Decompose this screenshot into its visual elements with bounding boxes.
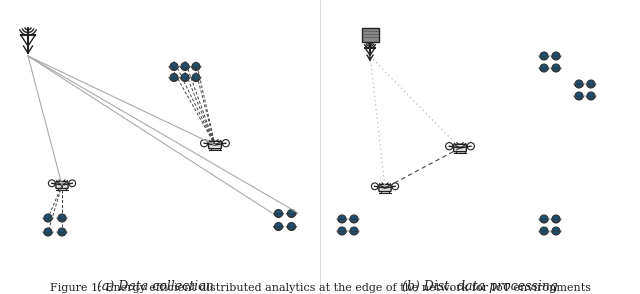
Circle shape [181, 63, 189, 71]
Text: (b) Dist. data processing: (b) Dist. data processing [402, 280, 558, 293]
Circle shape [44, 228, 52, 236]
Circle shape [192, 63, 200, 71]
Circle shape [552, 215, 560, 223]
Circle shape [338, 215, 346, 223]
Circle shape [575, 80, 583, 88]
Circle shape [540, 64, 548, 72]
Circle shape [540, 215, 548, 223]
Text: Figure 1: Energy efficient distributed analytics at the edge of the network for : Figure 1: Energy efficient distributed a… [49, 283, 591, 293]
Circle shape [170, 63, 178, 71]
Circle shape [275, 223, 282, 230]
FancyBboxPatch shape [362, 28, 378, 41]
Circle shape [552, 227, 560, 235]
Circle shape [338, 227, 346, 235]
Circle shape [58, 228, 66, 236]
Circle shape [540, 52, 548, 60]
Circle shape [192, 74, 200, 81]
FancyBboxPatch shape [454, 144, 467, 152]
Circle shape [287, 210, 296, 218]
Circle shape [587, 80, 595, 88]
Circle shape [575, 92, 583, 100]
Circle shape [350, 227, 358, 235]
FancyBboxPatch shape [56, 181, 68, 188]
FancyBboxPatch shape [209, 141, 221, 149]
Circle shape [287, 223, 296, 230]
Circle shape [552, 64, 560, 72]
Circle shape [540, 227, 548, 235]
Circle shape [552, 52, 560, 60]
Circle shape [44, 214, 52, 222]
FancyBboxPatch shape [379, 184, 391, 192]
Circle shape [181, 74, 189, 81]
Text: (a) Data collection: (a) Data collection [97, 280, 213, 293]
Circle shape [350, 215, 358, 223]
Circle shape [58, 214, 66, 222]
Circle shape [587, 92, 595, 100]
Circle shape [275, 210, 282, 218]
Circle shape [170, 74, 178, 81]
